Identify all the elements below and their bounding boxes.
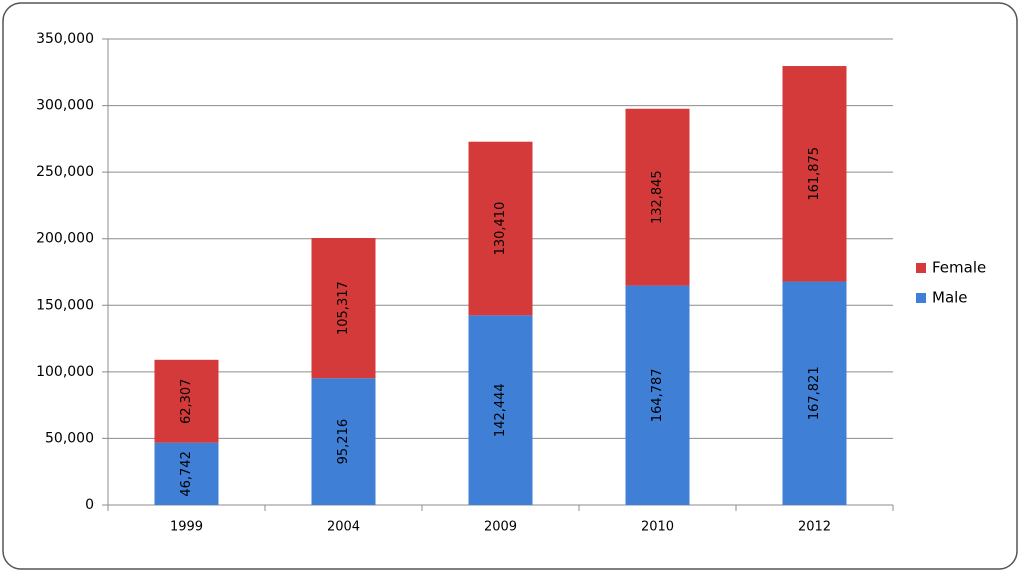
legend-swatch (916, 293, 926, 303)
legend-label: Female (932, 259, 986, 277)
bar-segment (782, 281, 847, 505)
bar-segment (311, 378, 376, 505)
data-label: 132,845 (650, 170, 665, 224)
data-label: 142,444 (493, 383, 508, 437)
x-tick-label: 1999 (170, 520, 203, 535)
x-tick-label: 2009 (484, 520, 517, 535)
bar-segment (468, 315, 533, 505)
data-label: 105,317 (336, 281, 351, 335)
legend-label: Male (932, 289, 968, 307)
y-tick-label: 350,000 (36, 31, 94, 47)
data-label: 167,821 (807, 366, 822, 420)
bar-segment (311, 238, 376, 379)
data-label: 46,742 (179, 451, 194, 497)
x-tick-label: 2004 (327, 520, 360, 535)
x-tick-label: 2010 (641, 520, 674, 535)
bar-segment (625, 108, 690, 286)
bar-segment (782, 66, 847, 282)
y-tick-label: 50,000 (45, 430, 94, 446)
bar-segment (625, 285, 690, 505)
y-tick-label: 300,000 (36, 98, 94, 114)
data-label: 164,787 (650, 368, 665, 422)
bar-segment (154, 442, 219, 505)
data-label: 95,216 (336, 419, 351, 465)
bar-segment (468, 141, 533, 316)
y-tick-label: 250,000 (36, 164, 94, 180)
y-tick-label: 150,000 (36, 297, 94, 313)
y-tick-label: 0 (85, 497, 94, 513)
y-tick-label: 100,000 (36, 364, 94, 380)
data-label: 161,875 (807, 147, 822, 201)
data-label: 130,410 (493, 202, 508, 256)
data-label: 62,307 (179, 379, 194, 425)
legend-swatch (916, 263, 926, 273)
x-tick-label: 2012 (798, 520, 831, 535)
y-tick-label: 200,000 (36, 231, 94, 247)
bar-segment (154, 359, 219, 443)
